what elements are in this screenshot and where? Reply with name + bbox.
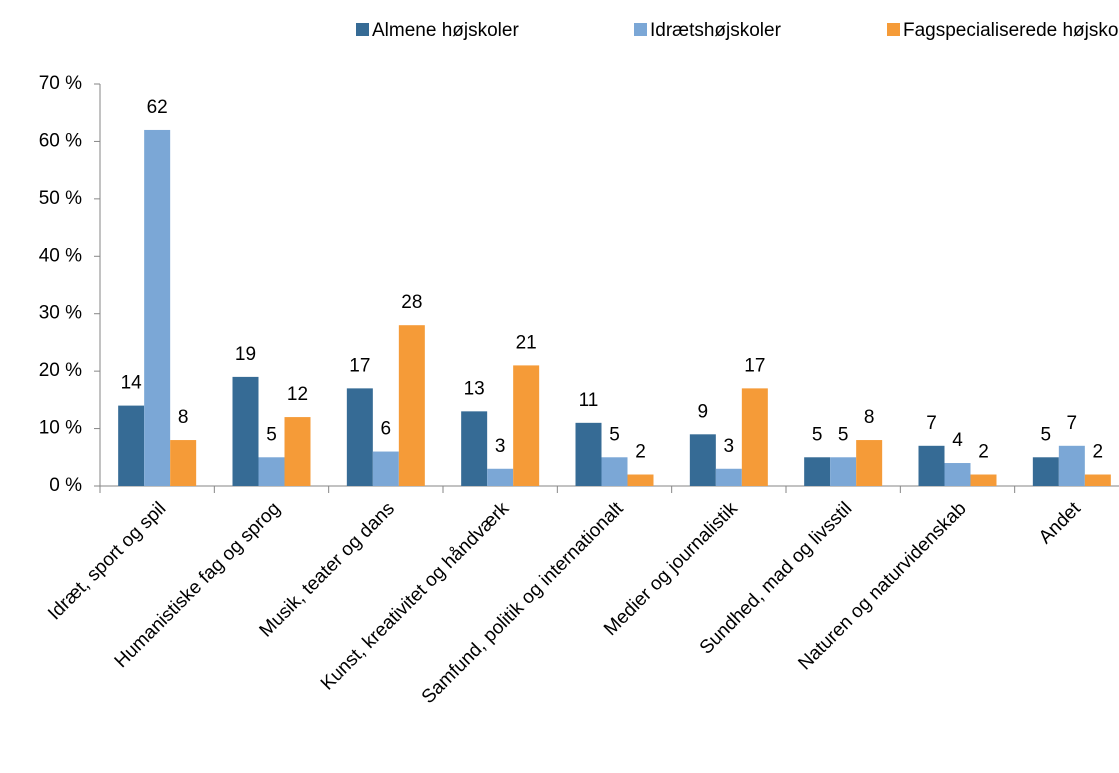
bar xyxy=(487,468,514,486)
bar xyxy=(741,388,768,486)
bar xyxy=(398,325,425,486)
bar xyxy=(232,376,259,486)
data-label: 21 xyxy=(516,332,537,353)
bar xyxy=(144,129,171,486)
data-label: 6 xyxy=(381,419,392,440)
data-label: 62 xyxy=(147,97,168,118)
bar xyxy=(372,451,399,486)
data-label: 17 xyxy=(349,355,370,376)
data-label: 13 xyxy=(464,378,485,399)
data-label: 7 xyxy=(1067,413,1078,434)
x-tick-label: Samfund, politik og internationalt xyxy=(418,498,628,708)
y-tick-label: 60 % xyxy=(39,130,82,151)
data-label: 5 xyxy=(609,424,620,445)
bar xyxy=(284,417,311,486)
legend-swatch xyxy=(634,23,647,36)
data-label: 17 xyxy=(744,355,765,376)
bar xyxy=(461,411,488,486)
legend-swatch xyxy=(887,23,900,36)
y-tick-label: 70 % xyxy=(39,73,82,94)
legend-label: Almene højskoler xyxy=(372,20,519,41)
data-label: 12 xyxy=(287,384,308,405)
bar xyxy=(346,388,373,486)
y-tick-label: 40 % xyxy=(39,245,82,266)
data-label: 5 xyxy=(266,424,277,445)
data-label: 8 xyxy=(178,407,189,428)
y-tick-label: 30 % xyxy=(39,303,82,324)
bar xyxy=(118,405,145,486)
legend-swatch xyxy=(356,23,369,36)
data-label: 11 xyxy=(579,390,599,411)
bar xyxy=(601,457,628,486)
bar xyxy=(1032,457,1059,486)
data-label: 9 xyxy=(698,401,709,422)
bar xyxy=(970,474,997,486)
y-tick-label: 20 % xyxy=(39,360,82,381)
data-label: 14 xyxy=(121,373,143,394)
data-label: 7 xyxy=(926,413,937,434)
bar xyxy=(715,468,742,486)
x-tick-label: Kunst, kreativitet og håndværk xyxy=(317,498,514,695)
data-label: 5 xyxy=(1041,424,1052,445)
bar xyxy=(830,457,857,486)
bar xyxy=(513,365,540,486)
bar xyxy=(1058,445,1085,486)
bar xyxy=(944,463,971,486)
data-label: 2 xyxy=(978,442,989,463)
data-label: 2 xyxy=(635,442,646,463)
data-label: 4 xyxy=(952,430,963,451)
x-tick-label: Andet xyxy=(1035,498,1085,548)
data-label: 28 xyxy=(401,292,422,313)
bar xyxy=(258,457,285,486)
data-label: 3 xyxy=(724,436,735,457)
data-label: 5 xyxy=(812,424,823,445)
x-tick-label: Idræt, sport og spil xyxy=(44,498,170,624)
legend-label: Fagspecialiserede højskoler xyxy=(903,20,1119,41)
data-label: 5 xyxy=(838,424,849,445)
bar xyxy=(1084,474,1111,486)
data-label: 19 xyxy=(235,344,256,365)
bar xyxy=(856,440,883,486)
legend-label: Idrætshøjskoler xyxy=(650,20,782,41)
data-label: 8 xyxy=(864,407,875,428)
bar xyxy=(689,434,716,486)
data-label: 3 xyxy=(495,436,506,457)
bar xyxy=(804,457,831,486)
data-label: 2 xyxy=(1093,442,1104,463)
bar xyxy=(575,422,602,486)
bar xyxy=(918,445,945,486)
y-tick-label: 0 % xyxy=(49,475,82,496)
y-tick-label: 50 % xyxy=(39,188,82,209)
bar xyxy=(627,474,654,486)
y-tick-label: 10 % xyxy=(39,418,82,439)
bar xyxy=(170,440,197,486)
